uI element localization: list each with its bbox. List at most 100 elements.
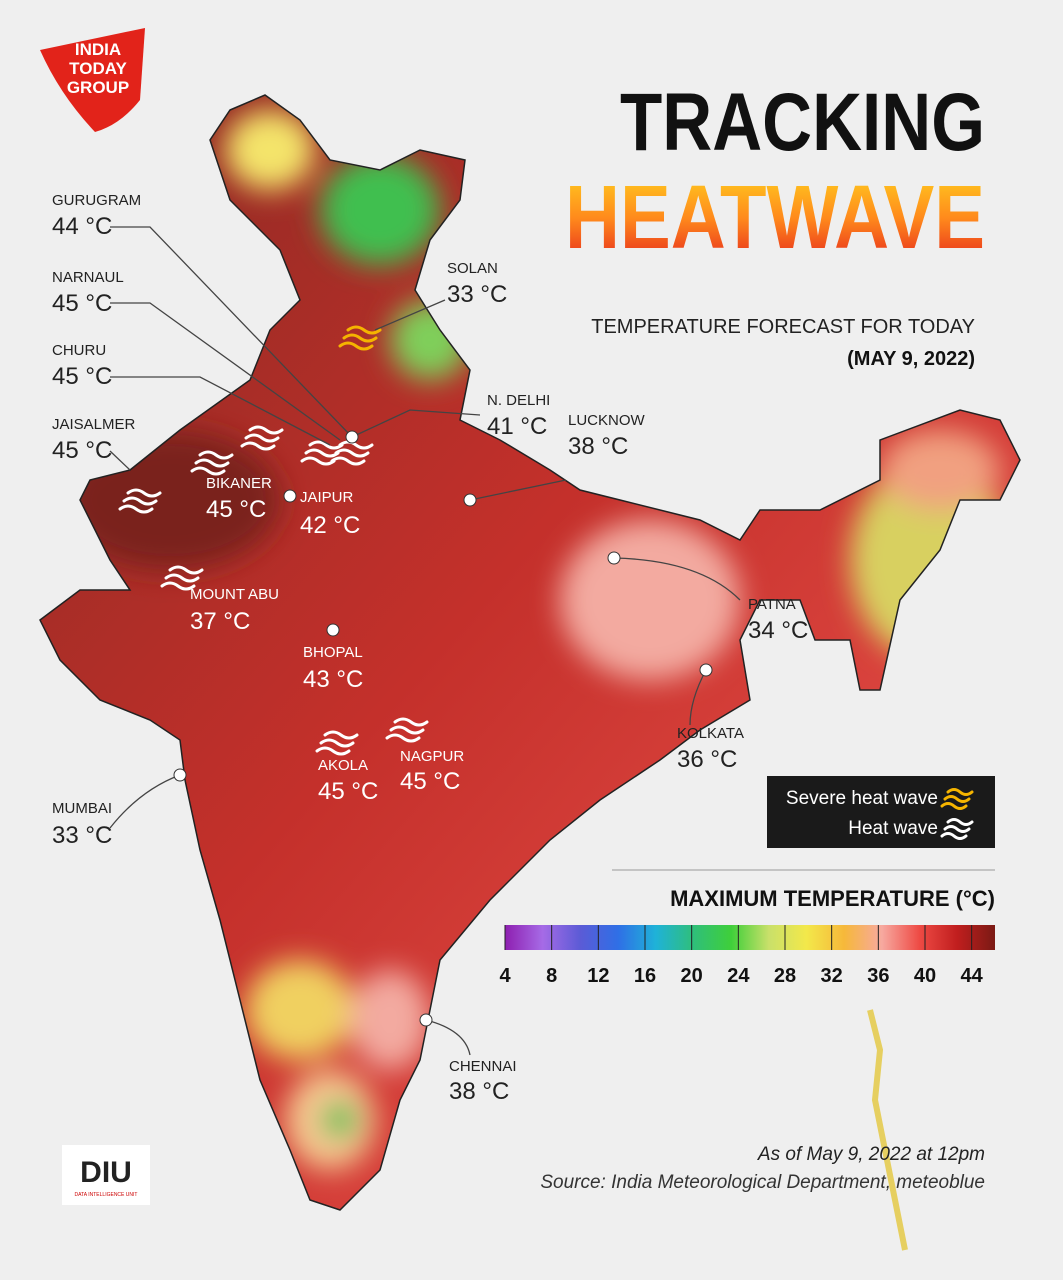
leader-line (109, 450, 131, 471)
city-temp: 45 °C (52, 437, 112, 464)
heat-wave-icon (315, 730, 359, 756)
diu-text: DIU (80, 1156, 132, 1189)
heat-wave-icon (385, 717, 429, 743)
city-temp: 37 °C (190, 608, 250, 635)
city-name: NARNAUL (52, 269, 124, 286)
city-dot (607, 551, 621, 565)
leader-line (374, 299, 446, 331)
leader-line (110, 226, 353, 438)
logo-text: TODAY (69, 59, 127, 78)
city-name: CHENNAI (449, 1058, 517, 1075)
diu-subtext: DATA INTELLIGENCE UNIT (75, 1192, 138, 1198)
city-temp: 45 °C (52, 363, 112, 390)
title: TRACKING (620, 77, 985, 168)
colorbar-bar (505, 925, 995, 950)
city-name: GURUGRAM (52, 192, 141, 209)
city-name: NAGPUR (400, 748, 464, 765)
city-name: N. DELHI (487, 392, 550, 409)
leader-line (110, 302, 341, 441)
colorbar-tick-label: 32 (821, 965, 843, 987)
colorbar-tick-label: 24 (727, 965, 750, 987)
city-temp: 42 °C (300, 512, 360, 539)
islands (867, 1009, 908, 1251)
city-temp: 33 °C (447, 281, 507, 308)
legend-icon (940, 818, 974, 840)
severe-heat-wave-icon (338, 325, 382, 351)
city-temp: 45 °C (52, 290, 112, 317)
city-temp: 36 °C (677, 746, 737, 773)
heat-wave-icon (330, 440, 374, 466)
diu-logo: DIU DATA INTELLIGENCE UNIT (62, 1145, 150, 1205)
heat-wave-icon (160, 565, 204, 591)
city-temp: 34 °C (748, 617, 808, 644)
city-name: CHURU (52, 342, 106, 359)
colorbar-tick-label: 40 (914, 965, 936, 987)
city-dot (326, 623, 340, 637)
city-dot (463, 493, 477, 507)
city-dot (283, 489, 297, 503)
leader-line (110, 376, 331, 446)
city-temp: 33 °C (52, 822, 112, 849)
city-name: JAIPUR (300, 489, 354, 506)
city-temp: 41 °C (487, 413, 547, 440)
city-temp: 38 °C (449, 1078, 509, 1105)
city-temp: 43 °C (303, 666, 363, 693)
city-name: MUMBAI (52, 800, 112, 817)
city-temp: 45 °C (206, 496, 266, 523)
city-name: SOLAN (447, 260, 498, 277)
colorbar-tick-label: 12 (587, 965, 609, 987)
city-temp: 44 °C (52, 213, 112, 240)
logo-text: INDIA (75, 40, 121, 59)
city-name: AKOLA (318, 757, 368, 774)
heat-wave-icons (118, 325, 429, 756)
as-of: As of May 9, 2022 at 12pm (757, 1144, 985, 1165)
colorbar: 4 8 12 16 20 24 28 32 36 40 44 (499, 925, 995, 987)
map (39, 94, 1021, 1251)
heat-wave-icon (300, 440, 344, 466)
colorbar-tick-label: 16 (634, 965, 656, 987)
title-highlight: HEATWAVE (565, 168, 985, 268)
diu-box (62, 1145, 150, 1205)
city-dot (173, 768, 187, 782)
leader-line (469, 479, 567, 501)
leader-line (425, 1019, 471, 1056)
city-name: KOLKATA (677, 725, 744, 742)
colorbar-tick-label: 20 (681, 965, 703, 987)
colorbar-tick-label: 28 (774, 965, 796, 987)
city-temp: 38 °C (568, 433, 628, 460)
source: Source: India Meteorological Department,… (540, 1172, 985, 1193)
city-name: BHOPAL (303, 644, 363, 661)
legend-box (767, 776, 995, 848)
leader-line (613, 557, 741, 601)
colorbar-tick-label: 4 (499, 965, 511, 987)
city-name: PATNA (748, 596, 796, 613)
colorbar-tick-label: 36 (867, 965, 889, 987)
heat-wave-icon (118, 488, 162, 514)
date: (MAY 9, 2022) (847, 348, 975, 370)
legend-label: Heat wave (848, 818, 938, 839)
city-dot (345, 430, 359, 444)
city-dot (419, 1013, 433, 1027)
logo-text: GROUP (67, 78, 129, 97)
legend: Severe heat wave Heat wave (767, 776, 995, 848)
city-dot (699, 663, 713, 677)
city-name: BIKANER (206, 475, 272, 492)
city-temp: 45 °C (400, 768, 460, 795)
legend-icon (940, 788, 974, 810)
city-name: JAISALMER (52, 416, 136, 433)
city-name: MOUNT ABU (190, 586, 279, 603)
logo-shield (40, 28, 145, 132)
legend-label: Severe heat wave (786, 788, 938, 809)
leader-line (351, 409, 481, 438)
city-labels: GURUGRAM 44 °C NARNAUL 45 °C CHURU 45 °C… (52, 192, 808, 1105)
colorbar-title: MAXIMUM TEMPERATURE (°C) (670, 886, 995, 911)
heat-wave-icon (240, 425, 284, 451)
leader-line (109, 774, 181, 829)
heat-wave-icon (190, 450, 234, 476)
city-name: LUCKNOW (568, 412, 646, 429)
colorbar-tick-label: 44 (961, 965, 984, 987)
city-temp: 45 °C (318, 778, 378, 805)
leaders (109, 226, 741, 1056)
logo: INDIA TODAY GROUP (40, 28, 145, 132)
